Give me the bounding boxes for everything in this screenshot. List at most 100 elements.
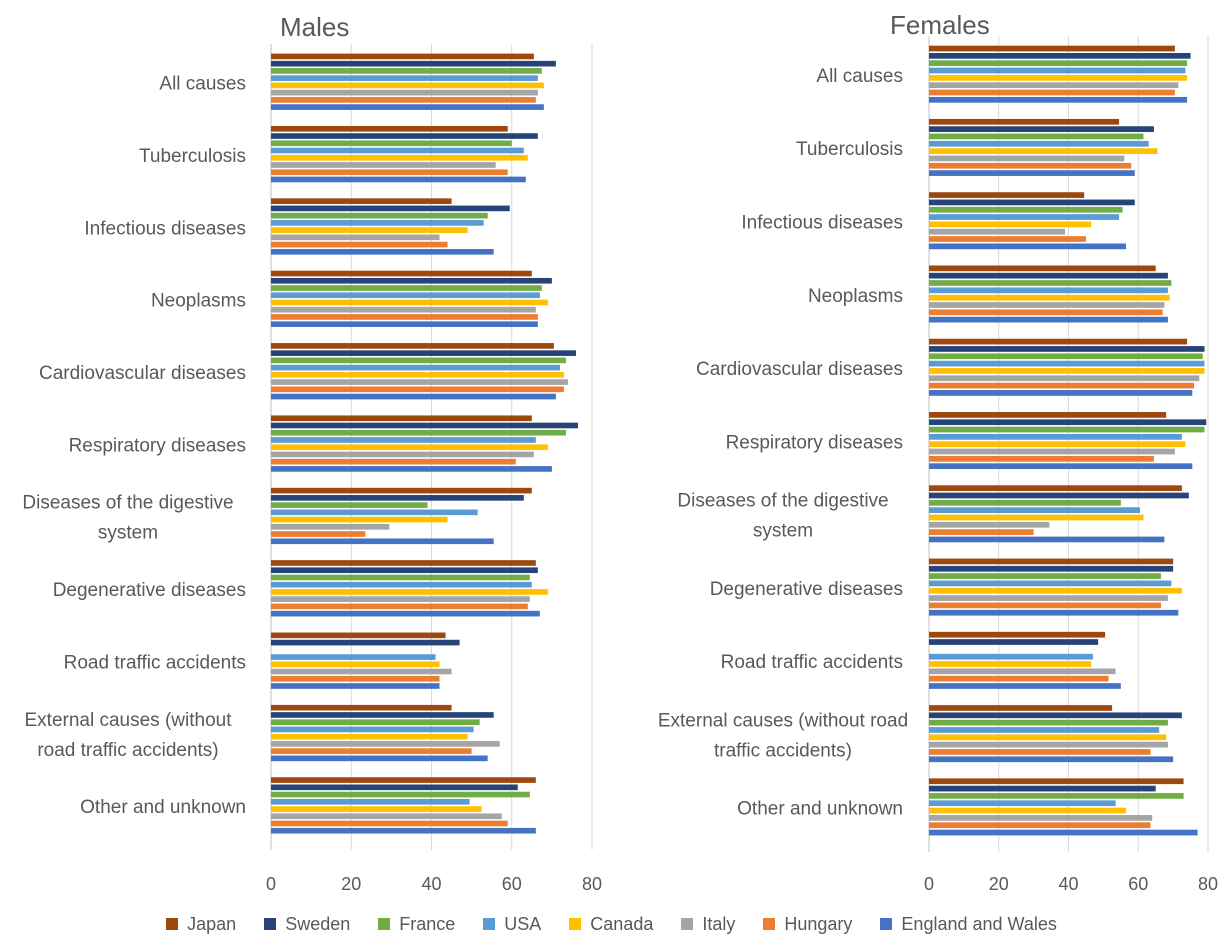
bar-sweden [271, 133, 538, 139]
bar-canada [929, 221, 1092, 228]
bar-italy [929, 815, 1153, 821]
bar-france [271, 357, 566, 364]
bar-canada [271, 82, 544, 89]
bar-france [271, 429, 566, 436]
bar-japan [271, 125, 508, 132]
bar-hungary [929, 455, 1154, 462]
bar-france [271, 719, 480, 725]
category-label: Degenerative diseases [710, 579, 903, 600]
bar-hungary [271, 97, 536, 103]
bar-canada [271, 154, 528, 161]
bar-france [929, 719, 1168, 726]
bar-italy [929, 375, 1200, 382]
bar-italy [271, 162, 496, 168]
bar-france [929, 793, 1184, 799]
category-label: Cardiovascular diseases [696, 359, 903, 380]
bar-hungary [929, 162, 1132, 169]
legend-item-usa: USA [483, 912, 541, 936]
bar-hungary [929, 529, 1034, 535]
bar-canada [271, 806, 482, 812]
x-tick-label: 40 [1058, 874, 1078, 894]
bar-sweden [271, 712, 494, 718]
bar-france [929, 573, 1161, 579]
legend-swatch [569, 918, 582, 930]
bar-japan [929, 265, 1156, 272]
bar-canada [929, 148, 1158, 154]
bar-usa [271, 220, 484, 226]
bar-france [271, 791, 530, 798]
bar-sweden [271, 567, 538, 574]
bar-england-and-wales [271, 538, 494, 545]
bar-italy [929, 302, 1165, 308]
legend-label: Sweden [285, 913, 351, 934]
legend-label: Italy [702, 913, 736, 934]
bar-england-and-wales [271, 466, 552, 472]
bar-canada [929, 294, 1170, 301]
bar-england-and-wales [271, 610, 540, 617]
bar-france [271, 140, 512, 147]
bar-japan [929, 338, 1188, 345]
bar-usa [929, 140, 1149, 147]
bar-france [929, 60, 1188, 67]
bar-sweden [271, 495, 524, 501]
bar-usa [271, 509, 478, 516]
bar-usa [929, 507, 1140, 513]
legend-item-france: France [378, 912, 455, 936]
bar-england-and-wales [929, 683, 1121, 689]
bar-england-and-wales [271, 321, 538, 327]
category-label: road traffic accidents) [37, 740, 218, 761]
bar-japan [929, 705, 1113, 711]
bar-italy [929, 668, 1116, 675]
bar-sweden [271, 422, 578, 429]
bar-hungary [929, 822, 1151, 829]
bar-england-and-wales [929, 390, 1193, 396]
chart-title: Females [890, 10, 990, 40]
legend-swatch [880, 918, 893, 930]
bar-england-and-wales [929, 756, 1174, 763]
bar-sweden [271, 350, 576, 356]
bar-japan [929, 45, 1175, 52]
legend-swatch [763, 918, 776, 930]
bar-france [929, 133, 1144, 140]
legend-item-hungary: Hungary [763, 912, 852, 936]
bar-sweden [271, 784, 518, 791]
bar-italy [271, 523, 390, 530]
category-label: Diseases of the digestive [677, 491, 888, 512]
bar-england-and-wales [929, 609, 1179, 616]
chart-title: Males [280, 12, 349, 42]
category-label: system [753, 521, 813, 542]
category-label: Respiratory diseases [69, 435, 246, 456]
bar-england-and-wales [929, 829, 1198, 836]
bar-england-and-wales [271, 827, 536, 834]
bar-hungary [929, 236, 1086, 242]
bar-england-and-wales [271, 176, 526, 183]
bar-canada [929, 807, 1127, 814]
bar-japan [271, 415, 532, 422]
bar-england-and-wales [929, 243, 1127, 250]
bar-canada [271, 372, 564, 378]
bar-japan [271, 777, 536, 783]
bar-hungary [929, 382, 1195, 389]
bar-england-and-wales [929, 536, 1165, 543]
bar-england-and-wales [929, 96, 1188, 103]
bar-italy [271, 451, 534, 458]
bar-usa [929, 580, 1172, 587]
bar-sweden [929, 712, 1182, 719]
bar-japan [929, 778, 1184, 785]
bar-hungary [271, 458, 516, 465]
bar-england-and-wales [929, 316, 1168, 323]
category-label: Degenerative diseases [53, 580, 246, 601]
bar-italy [929, 595, 1168, 601]
bar-sweden [929, 126, 1154, 132]
bar-usa [929, 800, 1116, 807]
bar-canada [929, 514, 1144, 521]
bar-france [271, 502, 428, 508]
bar-usa [929, 287, 1168, 294]
bar-italy [271, 813, 502, 820]
bar-japan [271, 270, 532, 277]
category-label: External causes (without [25, 710, 233, 731]
category-label: Other and unknown [80, 797, 246, 818]
bar-sweden [271, 205, 510, 212]
bar-canada [271, 299, 548, 306]
category-label: All causes [159, 74, 246, 95]
